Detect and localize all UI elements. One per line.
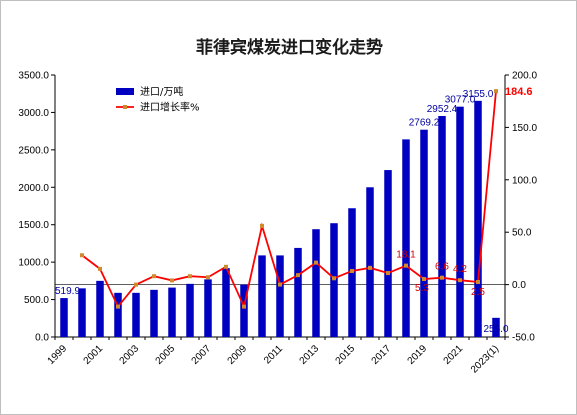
y-right-tick-label: 150.0: [512, 123, 537, 134]
y-right-tick-label: 50.0: [512, 228, 532, 239]
growth-point: [404, 263, 408, 268]
bar: [384, 170, 392, 337]
growth-point: [224, 264, 228, 269]
x-tick-label: 2011: [262, 343, 285, 366]
x-tick-label: 2015: [334, 343, 358, 367]
growth-point: [278, 282, 282, 287]
bar: [420, 129, 428, 337]
line-data-label: 2.5: [471, 287, 485, 298]
legend-line-marker: [123, 105, 127, 109]
line-data-label: 6.6: [435, 262, 449, 273]
x-tick-label: 2003: [118, 343, 142, 367]
x-tick-label: 2021: [442, 343, 466, 367]
bar: [456, 106, 464, 337]
growth-point: [296, 273, 300, 278]
bar-data-label: 519.9: [55, 286, 80, 297]
bar: [186, 283, 194, 337]
y-left-tick-label: 3000.0: [18, 108, 49, 119]
bar: [240, 284, 248, 337]
growth-point: [170, 278, 174, 283]
x-tick-label: 2013: [298, 343, 322, 367]
x-tick-label: 2009: [226, 343, 250, 367]
growth-point: [332, 276, 336, 281]
growth-point: [206, 275, 210, 280]
y-left-tick-label: 1000.0: [18, 258, 49, 269]
growth-line: [81, 91, 497, 310]
growth-point: [368, 265, 372, 270]
y-left-tick-label: 1500.0: [18, 220, 49, 231]
bar: [402, 139, 410, 337]
legend-line-label: 进口增长率%: [140, 101, 200, 114]
bar-data-label: 256.0: [483, 324, 508, 335]
growth-point: [458, 278, 462, 283]
growth-point: [98, 266, 102, 271]
x-tick-label: 2019: [406, 343, 430, 367]
bar: [258, 255, 266, 337]
bar-data-label: 2769.2: [409, 118, 440, 129]
legend-bar-swatch: [116, 88, 134, 95]
growth-point: [476, 279, 480, 284]
y-left-tick-label: 0.0: [35, 333, 49, 344]
growth-point: [350, 268, 354, 273]
x-tick-label: 2017: [370, 343, 394, 367]
growth-point: [80, 253, 84, 258]
y-left-tick-label: 3500.0: [18, 71, 49, 82]
growth-point: [494, 89, 498, 94]
bar: [204, 279, 212, 337]
y-left-tick-label: 2500.0: [18, 145, 49, 156]
bar: [78, 288, 86, 337]
growth-point: [188, 274, 192, 279]
bar-data-label: 2952.4: [427, 104, 458, 115]
bar: [294, 247, 302, 337]
bar: [312, 229, 320, 337]
x-tick-label: 2005: [154, 343, 178, 367]
y-right-tick-label: -50.0: [512, 333, 535, 344]
line-data-label: 4.2: [453, 264, 467, 275]
growth-point: [260, 223, 264, 228]
growth-point: [152, 274, 156, 279]
bar-data-label: 3155.0: [463, 89, 494, 100]
bar-data-label: 3077.0: [445, 95, 476, 106]
bar: [114, 292, 122, 337]
x-tick-label: 1999: [46, 343, 70, 367]
line-data-label: 184.6: [505, 86, 533, 98]
bar: [132, 292, 140, 337]
line-data-label: 18.1: [396, 250, 416, 261]
growth-point: [242, 304, 246, 309]
y-right-tick-label: 100.0: [512, 175, 537, 186]
bar: [492, 317, 500, 337]
bar: [96, 280, 104, 337]
bar: [60, 298, 68, 337]
y-right-tick-label: 200.0: [512, 71, 537, 82]
bar: [366, 187, 374, 337]
legend-bar-label: 进口/万吨: [140, 85, 183, 98]
growth-point: [422, 277, 426, 282]
line-data-label: 5.3: [415, 283, 429, 294]
chart-title: 菲律宾煤炭进口变化走势: [196, 38, 383, 58]
y-left-tick-label: 500.0: [24, 295, 49, 306]
y-right-tick-label: 0.0: [512, 280, 526, 291]
growth-point: [116, 304, 120, 309]
x-tick-label: 2023(1): [469, 343, 501, 375]
bar: [150, 289, 158, 337]
bar: [222, 268, 230, 337]
bar: [168, 287, 176, 337]
growth-point: [314, 260, 318, 265]
x-tick-label: 2001: [82, 343, 106, 367]
growth-point: [134, 282, 138, 287]
bar: [474, 100, 482, 337]
bar: [438, 115, 446, 338]
bar: [276, 255, 284, 337]
growth-point: [440, 275, 444, 280]
y-left-tick-label: 2000.0: [18, 183, 49, 194]
growth-point: [386, 271, 390, 276]
x-tick-label: 2007: [190, 343, 214, 367]
